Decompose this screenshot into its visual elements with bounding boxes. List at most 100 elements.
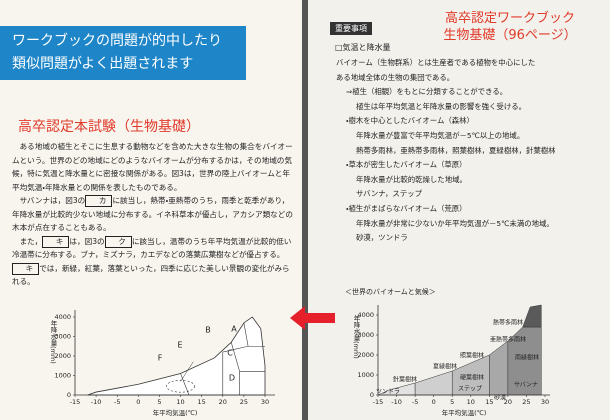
region-label: ステップ [458, 386, 482, 393]
blank-box: キ [12, 262, 40, 275]
paragraph: また，キは，図3のクに該当し，温帯のうち年平均気温が比較的低い冷温帯に分布する。… [12, 235, 294, 289]
region-label: 夏緑樹林 [433, 363, 457, 371]
leader [180, 361, 194, 382]
x-tick-label: 10 [467, 398, 475, 406]
region-label: C [227, 349, 233, 358]
biome-area [87, 316, 266, 396]
biome-area [522, 304, 542, 328]
note-line: ⇒植生（相観）をもとに分類することができる。 [346, 87, 508, 97]
blank-box: ク [104, 235, 132, 248]
region-label: B [205, 326, 211, 335]
x-tick-label: -5 [412, 398, 418, 406]
note-line: ある地域全体の生物の集団である。 [336, 72, 455, 82]
region-label: E [177, 341, 182, 350]
text-run: では，新緑，紅葉，落葉といった，四季に応じた美しい景観の変化がみられる。 [12, 263, 290, 287]
y-tick-label: 0 [370, 391, 374, 399]
paragraph: サバンナは，図3のカに該当し，熱帯・亜熱帯のうち，雨季と乾季があり，年降水量が比… [12, 194, 294, 235]
x-tick-label: 10 [176, 398, 184, 406]
text-run: ある地域の植生とそこに生息する動物などを含めた大きな生物の集合をバイオームという… [12, 142, 293, 192]
y-tick-label: 3000 [357, 331, 374, 339]
tag: 重要事項 [330, 22, 372, 35]
section-title: □気温と降水量 [335, 43, 391, 52]
notes: バイオーム（生物群系）とは生産者である植物を中心にした ある地域全体の生物の集団で… [336, 56, 606, 246]
blank-box: キ [42, 235, 70, 248]
y-tick-label: 3000 [54, 333, 71, 341]
right-title: 高卒認定ワークブック 生物基礎（96ページ） [420, 10, 600, 44]
x-tick-label: 25 [522, 398, 530, 406]
text-run: に該当し，熱帯・亜熱帯のうち，雨季と乾季があり，年降水量が比較的少ない地域に分布… [12, 196, 293, 232]
note-line: 植生は年平均気温と年降水量の影響を強く受ける。 [356, 101, 526, 111]
x-tick-label: 20 [219, 398, 227, 406]
highlight [166, 379, 195, 393]
title-line: 高卒認定ワークブック [444, 11, 575, 26]
x-tick-label: -10 [91, 398, 102, 406]
note-line: 年降水量が非常に少ないか年平均気温が－5℃未満の地域。 [356, 218, 554, 228]
x-axis-label: 年平均気温(℃) [442, 408, 487, 417]
y-tick-label: 1000 [357, 371, 374, 379]
y-tick-label: 1000 [54, 372, 71, 380]
blank-box: カ [85, 195, 113, 207]
x-tick-label: 30 [541, 398, 549, 406]
question-text: ある地域の植生とそこに生息する動物などを含めた大きな生物の集合をバイオームという… [12, 140, 294, 289]
region-label: 亜熱帯多雨林 [490, 336, 526, 344]
note-line: 砂漠，ツンドラ [356, 233, 408, 243]
banner-line: ワークブックの問題が的中したり [12, 33, 222, 49]
x-tick-label: 15 [485, 398, 493, 406]
region-label: 硬葉樹林 [460, 374, 484, 382]
text-run: サバンナは，図3の [19, 196, 86, 205]
chart-caption: ＜世界のバイオームと気候＞ [345, 287, 436, 296]
note-line: ・草本が密生したバイオーム（草原） [346, 160, 467, 170]
right-page [308, 0, 610, 420]
boundary [243, 322, 249, 347]
note-line: ・樹木を中心としたバイオーム（森林） [346, 116, 474, 126]
x-tick-label: 0 [432, 398, 436, 406]
banner: ワークブックの問題が的中したり 類似問題がよく出題されます [0, 26, 246, 80]
text-run: また， [19, 236, 43, 246]
biome-area [489, 340, 509, 396]
note-line: ・植生がまばらなバイオーム（荒原） [346, 203, 467, 213]
banner-line: 類似問題がよく出題されます [12, 56, 194, 72]
x-tick-label: 25 [240, 398, 248, 406]
x-axis-label: 年平均気温(℃) [153, 408, 198, 417]
note-line: 年降水量が比較的乾燥した地域。 [356, 174, 467, 184]
note-line: サバンナ，ステップ [356, 189, 422, 199]
x-tick-label: 15 [198, 398, 206, 406]
x-tick-label: 5 [450, 398, 454, 406]
note-line: 年降水量が豊富で年平均気温が－5℃以上の地域。 [356, 130, 525, 140]
y-tick-label: 2000 [357, 351, 374, 359]
region-label: 雨緑樹林 [515, 354, 539, 362]
region-label: 熱帯多雨林 [493, 319, 523, 327]
note-line: 熱帯多雨林，亜熱帯多雨林，照葉樹林，夏緑樹林，針葉樹林 [356, 145, 556, 155]
left-heading: 高卒認定本試験（生物基礎） [18, 119, 200, 135]
y-tick-label: 2000 [54, 352, 71, 360]
region-label: サバンナ [514, 382, 538, 389]
region-label: A [231, 325, 237, 334]
x-tick-label: 0 [136, 398, 140, 406]
region-label: 照葉樹林 [460, 352, 484, 360]
y-axis-label: 年降水量(mm) [49, 319, 57, 364]
paragraph: ある地域の植生とそこに生息する動物などを含めた大きな生物の集合をバイオームという… [12, 140, 294, 194]
region-label: 砂漠 [494, 394, 506, 402]
text-run: は，図3の [69, 236, 105, 246]
y-tick-label: 4000 [357, 311, 374, 319]
x-tick-label: -5 [114, 398, 120, 406]
y-tick-label: 0 [67, 391, 71, 399]
text-run: に該当し，温帯のうち年平均気温が比較的低い冷温帯に分布する。ブナ，ミズナラ，カエ… [12, 236, 292, 260]
x-tick-label: 20 [504, 398, 512, 406]
region-label: 針葉樹林 [393, 376, 417, 384]
y-tick-label: 4000 [54, 313, 71, 321]
region-label: F [158, 354, 163, 363]
x-tick-label: -15 [373, 398, 384, 406]
region-label: D [229, 374, 235, 383]
x-tick-label: 5 [157, 398, 161, 406]
arrow [290, 306, 335, 330]
biome-area [414, 370, 453, 396]
x-tick-label: -10 [391, 398, 402, 406]
y-axis-label: 年降水量(mm) [352, 314, 360, 359]
note-line: バイオーム（生物群系）とは生産者である植物を中心にした [336, 58, 536, 67]
x-tick-label: 30 [261, 398, 269, 406]
x-tick-label: -15 [70, 398, 81, 406]
title-line: 生物基礎（96ページ） [443, 28, 577, 43]
